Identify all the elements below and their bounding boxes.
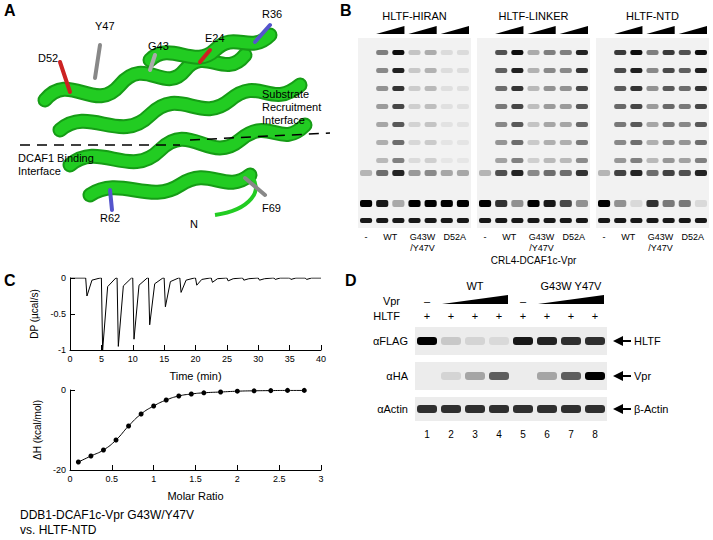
svg-text:G43W: G43W <box>410 232 436 242</box>
svg-text:/Y47V: /Y47V <box>410 243 435 253</box>
svg-text:/Y47V: /Y47V <box>648 243 673 253</box>
svg-text:3: 3 <box>318 474 323 484</box>
svg-text:-: - <box>365 232 368 242</box>
svg-text:E24: E24 <box>205 32 225 44</box>
svg-text:HLTF: HLTF <box>634 335 661 347</box>
svg-text:-20: -20 <box>53 465 66 475</box>
svg-text:Interface: Interface <box>262 114 305 126</box>
svg-text:25: 25 <box>222 354 232 364</box>
svg-text:7: 7 <box>568 429 574 440</box>
svg-text:HLTF-HIRAN: HLTF-HIRAN <box>382 10 447 22</box>
svg-text:DDB1-DCAF1c-Vpr G43W/Y47V: DDB1-DCAF1c-Vpr G43W/Y47V <box>20 508 194 522</box>
svg-text:αFLAG: αFLAG <box>373 335 408 347</box>
svg-text:C: C <box>4 272 16 289</box>
svg-text:/Y47V: /Y47V <box>529 243 554 253</box>
svg-text:D52A: D52A <box>563 232 586 242</box>
svg-text:WT: WT <box>621 232 635 242</box>
svg-text:0: 0 <box>61 385 66 395</box>
svg-text:β-Actin: β-Actin <box>634 403 668 415</box>
svg-text:–: – <box>520 295 527 307</box>
svg-text:Time (min): Time (min) <box>169 370 221 382</box>
svg-text:+: + <box>448 310 454 322</box>
svg-text:–: – <box>424 295 431 307</box>
svg-text:G43W Y47V: G43W Y47V <box>541 280 603 292</box>
svg-text:Y47: Y47 <box>95 20 115 32</box>
svg-text:3: 3 <box>472 429 478 440</box>
svg-text:35: 35 <box>285 354 295 364</box>
svg-text:-1: -1 <box>58 345 66 355</box>
svg-text:D52A: D52A <box>682 232 705 242</box>
svg-text:Recruitment: Recruitment <box>262 101 321 113</box>
svg-text:0: 0 <box>67 354 72 364</box>
svg-text:A: A <box>4 2 16 19</box>
svg-text:2: 2 <box>235 474 240 484</box>
svg-text:5: 5 <box>99 354 104 364</box>
svg-text:HLTF-NTD: HLTF-NTD <box>626 10 679 22</box>
svg-text:Interface: Interface <box>18 165 61 177</box>
svg-text:2.5: 2.5 <box>273 474 286 484</box>
svg-text:+: + <box>496 310 502 322</box>
svg-text:1: 1 <box>151 474 156 484</box>
svg-text:CRL4-DCAF1c-Vpr: CRL4-DCAF1c-Vpr <box>491 255 577 266</box>
svg-text:+: + <box>568 310 574 322</box>
svg-text:-: - <box>484 232 487 242</box>
svg-text:0: 0 <box>67 474 72 484</box>
svg-text:8: 8 <box>592 429 598 440</box>
svg-text:B: B <box>340 2 352 19</box>
svg-text:G43W: G43W <box>648 232 674 242</box>
svg-text:G43: G43 <box>148 40 169 52</box>
svg-text:Vpr: Vpr <box>634 370 651 382</box>
svg-text:R36: R36 <box>262 8 282 20</box>
svg-text:-: - <box>603 232 606 242</box>
svg-text:WT: WT <box>502 232 516 242</box>
svg-text:DCAF1 Binding: DCAF1 Binding <box>18 152 94 164</box>
svg-text:2: 2 <box>448 429 454 440</box>
svg-text:+: + <box>424 310 430 322</box>
svg-text:+: + <box>592 310 598 322</box>
svg-text:G43W: G43W <box>529 232 555 242</box>
svg-text:+: + <box>472 310 478 322</box>
svg-text:HLTF: HLTF <box>373 310 400 322</box>
svg-text:40: 40 <box>316 354 326 364</box>
svg-text:0.5: 0.5 <box>106 474 119 484</box>
svg-text:F69: F69 <box>262 202 281 214</box>
svg-text:0: 0 <box>61 273 66 283</box>
svg-text:Molar Ratio: Molar Ratio <box>167 490 223 502</box>
svg-text:+: + <box>520 310 526 322</box>
svg-text:D52A: D52A <box>444 232 467 242</box>
svg-text:10: 10 <box>128 354 138 364</box>
svg-text:DP (µcal/s): DP (µcal/s) <box>29 289 40 338</box>
svg-text:Substrate: Substrate <box>262 88 309 100</box>
svg-text:vs. HLTF-NTD: vs. HLTF-NTD <box>20 523 97 537</box>
svg-text:1.5: 1.5 <box>189 474 202 484</box>
svg-text:-0.5: -0.5 <box>50 309 66 319</box>
svg-text:15: 15 <box>159 354 169 364</box>
svg-text:30: 30 <box>253 354 263 364</box>
svg-text:5: 5 <box>520 429 526 440</box>
svg-text:6: 6 <box>544 429 550 440</box>
svg-text:D52: D52 <box>38 52 58 64</box>
svg-text:ΔH (kcal/mol): ΔH (kcal/mol) <box>32 400 43 460</box>
svg-text:Vpr: Vpr <box>383 295 400 307</box>
svg-text:N: N <box>190 218 198 230</box>
svg-text:4: 4 <box>496 429 502 440</box>
svg-text:D: D <box>345 272 357 289</box>
svg-text:+: + <box>544 310 550 322</box>
svg-text:R62: R62 <box>100 212 120 224</box>
svg-text:HLTF-LINKER: HLTF-LINKER <box>498 10 568 22</box>
svg-text:1: 1 <box>424 429 430 440</box>
svg-text:αActin: αActin <box>377 403 408 415</box>
svg-text:WT: WT <box>383 232 397 242</box>
svg-text:αHA: αHA <box>386 370 408 382</box>
svg-text:WT: WT <box>466 280 483 292</box>
svg-text:20: 20 <box>190 354 200 364</box>
